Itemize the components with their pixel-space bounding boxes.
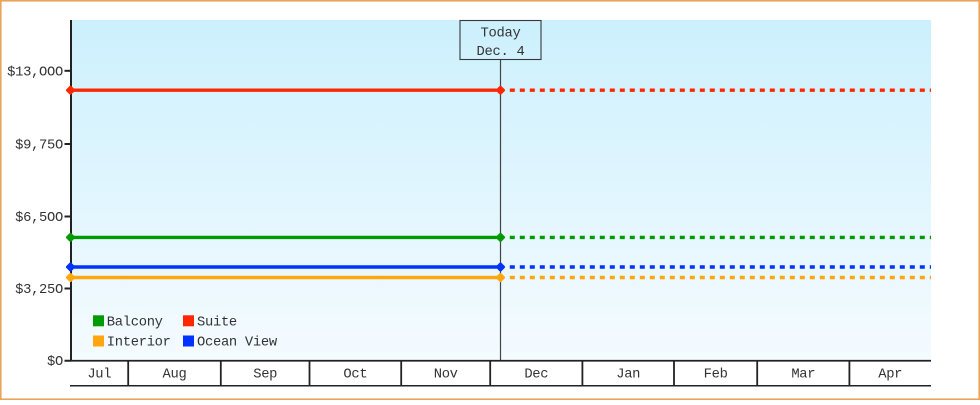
- svg-text:$3,25O: $3,25O: [15, 282, 63, 298]
- svg-text:Ocean View: Ocean View: [197, 335, 278, 351]
- svg-text:Balcony: Balcony: [107, 314, 163, 330]
- svg-text:$O: $O: [47, 354, 63, 370]
- svg-text:Oct: Oct: [343, 368, 367, 383]
- svg-text:Dec: Dec: [524, 368, 548, 383]
- svg-text:$6,5OO: $6,5OO: [15, 210, 63, 226]
- svg-text:Dec. 4: Dec. 4: [477, 45, 525, 60]
- svg-text:$9,75O: $9,75O: [15, 138, 63, 154]
- svg-text:Feb: Feb: [704, 367, 728, 383]
- svg-text:Suite: Suite: [197, 314, 237, 330]
- svg-text:$13,OOO: $13,OOO: [7, 64, 63, 80]
- svg-text:Nov: Nov: [434, 368, 458, 383]
- svg-text:Today: Today: [481, 26, 521, 42]
- svg-text:Interior: Interior: [107, 335, 171, 351]
- svg-text:Aug: Aug: [163, 368, 187, 383]
- svg-text:Apr: Apr: [878, 368, 902, 383]
- svg-text:Sep: Sep: [253, 368, 277, 383]
- svg-text:Jul: Jul: [87, 367, 111, 383]
- svg-text:Mar: Mar: [791, 368, 815, 383]
- svg-text:Jan: Jan: [616, 368, 640, 383]
